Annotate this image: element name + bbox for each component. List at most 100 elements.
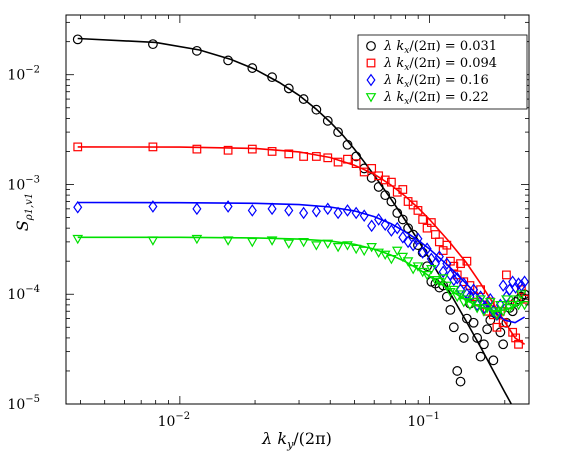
- data-point-s4-7: [283, 239, 295, 250]
- data-point-s4-34: [455, 290, 466, 300]
- data-point-s1-32: [448, 322, 459, 333]
- data-point-s1-7: [283, 83, 294, 94]
- data-point-s4-8: [298, 237, 309, 248]
- data-point-s4-19: [391, 246, 403, 257]
- data-point-s2-18: [386, 177, 396, 187]
- data-point-s1-19: [392, 208, 403, 218]
- data-point-s1-17: [380, 190, 391, 201]
- data-point-s1-6: [267, 72, 277, 83]
- data-point-s1-35: [458, 333, 469, 343]
- legend-label-3: λ kx/(2π) = 0.16: [383, 73, 489, 90]
- data-point-s2-32: [449, 261, 459, 271]
- data-point-s1-20: [397, 214, 408, 225]
- data-point-s3-20: [398, 230, 408, 244]
- data-point-s1-43: [485, 315, 496, 326]
- data-point-s1-21: [403, 223, 413, 234]
- series-4: [72, 234, 529, 321]
- data-point-s4-54: [519, 300, 529, 311]
- data-point-s4-9: [311, 241, 322, 251]
- data-point-s2-20: [398, 185, 408, 194]
- data-point-s3-2: [148, 200, 158, 213]
- legend-label-4: λ kx/(2π) = 0.22: [383, 90, 489, 107]
- y-tick-label: 10−4: [7, 284, 40, 303]
- data-point-s3-14: [359, 209, 369, 222]
- data-point-s2-5: [247, 144, 257, 154]
- data-point-s4-10: [322, 239, 334, 250]
- data-point-s3-21: [403, 235, 413, 249]
- data-point-s3-38: [469, 283, 479, 297]
- data-point-s2-24: [418, 215, 428, 224]
- data-point-s4-47: [497, 307, 509, 317]
- data-point-s3-10: [323, 202, 333, 216]
- data-point-s3-28: [434, 250, 444, 263]
- data-point-s1-30: [441, 291, 452, 302]
- data-point-s4-48: [501, 295, 512, 305]
- data-point-s3-8: [299, 206, 309, 220]
- data-point-s1-1: [72, 34, 83, 45]
- data-point-s4-52: [513, 300, 524, 311]
- y-tick-label: 10−5: [7, 394, 40, 413]
- data-point-s2-3: [192, 144, 202, 154]
- data-point-s4-12: [342, 241, 353, 251]
- data-point-s4-1: [72, 234, 84, 245]
- data-point-s1-40: [475, 351, 486, 362]
- data-point-s2-7: [284, 149, 294, 159]
- data-point-s3-9: [311, 204, 321, 218]
- data-point-s1-4: [223, 55, 234, 66]
- series-layer: [72, 34, 529, 404]
- data-point-s2-30: [442, 240, 452, 250]
- y-axis-title: Sρ1,v1: [13, 193, 35, 231]
- data-point-s3-7: [284, 204, 294, 217]
- data-point-s3-11: [333, 206, 343, 220]
- data-point-s1-41: [479, 339, 489, 350]
- data-point-s4-37: [464, 300, 476, 311]
- data-point-s3-3: [192, 202, 202, 216]
- x-axis-title: λ ky/(2π): [261, 429, 332, 451]
- data-point-s2-1: [73, 142, 83, 152]
- data-point-s2-17: [380, 175, 390, 185]
- data-point-s3-41: [479, 301, 489, 315]
- data-point-s2-50: [508, 327, 518, 337]
- data-point-s3-33: [452, 271, 462, 285]
- data-point-s4-4: [222, 236, 234, 246]
- data-point-s4-28: [434, 277, 445, 288]
- data-point-s3-1: [73, 200, 83, 214]
- data-point-s3-19: [392, 221, 402, 235]
- data-point-s3-15: [367, 219, 377, 233]
- data-point-s3-4: [223, 200, 233, 213]
- data-point-s1-11: [333, 127, 343, 138]
- data-point-s3-35: [459, 277, 469, 290]
- data-point-s1-34: [455, 376, 466, 387]
- data-point-s2-51: [511, 333, 521, 343]
- data-point-s4-29: [437, 274, 449, 284]
- data-point-s2-2: [148, 142, 158, 152]
- legend-box: [357, 34, 528, 110]
- data-point-s3-5: [247, 204, 257, 217]
- data-point-s4-16: [373, 248, 384, 259]
- axes-layer: 10−2 10−1 10−2 10−3 10−4 10−5: [7, 14, 530, 430]
- data-point-s4-5: [246, 237, 258, 248]
- data-point-s4-38: [468, 298, 479, 308]
- data-point-s2-48: [502, 270, 511, 280]
- data-point-s3-17: [380, 218, 390, 232]
- data-point-s1-38: [468, 317, 479, 328]
- data-point-s3-32: [449, 273, 459, 287]
- data-point-s4-53: [516, 290, 527, 300]
- data-point-s4-23: [412, 262, 424, 272]
- data-point-s1-16: [373, 182, 384, 192]
- data-point-s4-45: [491, 310, 503, 321]
- data-point-s1-31: [445, 304, 456, 315]
- data-point-s2-34: [456, 259, 465, 269]
- data-point-s4-22: [407, 265, 419, 275]
- data-point-s4-6: [266, 236, 278, 246]
- x-tick-label: 10−2: [158, 411, 191, 430]
- y-tick-label: 10−2: [7, 65, 40, 84]
- data-point-s2-19: [392, 187, 402, 197]
- data-point-s2-10: [323, 153, 333, 163]
- data-point-s3-30: [442, 257, 452, 270]
- data-point-s3-47: [498, 279, 508, 292]
- data-point-s3-40: [476, 290, 486, 304]
- legend-label-2: λ kx/(2π) = 0.094: [383, 56, 497, 73]
